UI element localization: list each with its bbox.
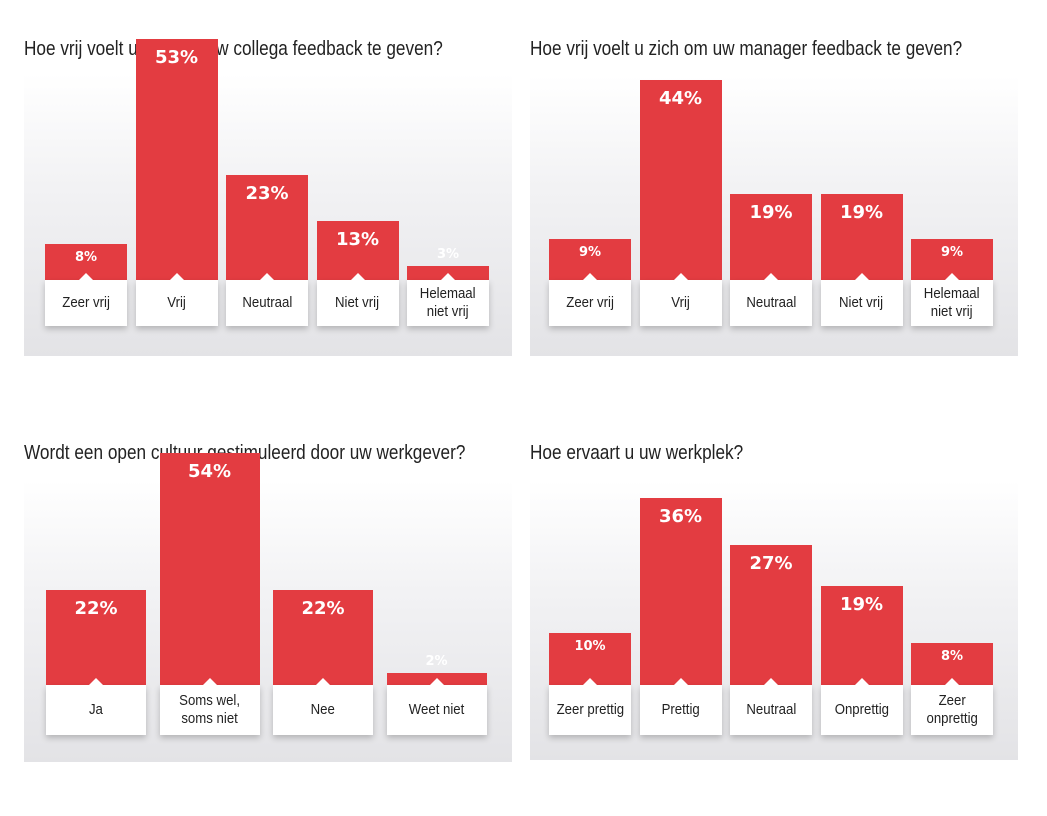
category-label: Vrij [135,280,218,326]
bar: 10% [549,633,631,685]
bar-value-label: 22% [74,598,118,620]
category-label-text: Zeer vrij [566,294,614,311]
label-notch [441,273,455,280]
category-label: Nee [273,685,373,735]
chart-title: Hoe vrij voelt u zich om uw manager feed… [530,38,963,60]
category-label-text: Ja [89,701,103,718]
category-label-text: Weet niet [408,701,465,718]
label-notch [79,273,93,280]
label-notch [350,273,365,280]
bar: 27% [730,544,812,685]
bar-value-label: 19% [749,201,793,223]
label-notch [764,678,778,685]
bar-value-label: 9% [940,245,964,261]
category-label-text: Vrij [167,294,186,311]
label-notch [764,273,778,280]
bar-value-label: 8% [74,249,98,265]
category-label-text: Helemaal niet vrij [420,285,476,320]
category-label-text: Neutraal [746,294,796,311]
category-label: Zeer prettig [549,685,631,735]
category-label: Vrij [639,280,722,326]
bar-value-label: 10% [574,639,606,654]
category-label: Neutraal [226,280,308,326]
bar-value-label: 19% [839,201,884,223]
bar-value-label: 36% [658,505,703,527]
category-label-text: Zeer onprettig [926,692,978,727]
label-notch [89,678,103,685]
bar-value-label: 27% [749,552,793,574]
bar: 23% [226,175,308,280]
category-label: Onprettig [820,685,903,735]
label-notch [673,678,688,685]
category-label-text: Neutraal [242,294,292,311]
bar: 22% [46,590,146,685]
chart-title: Hoe vrij voelt u zich om uw collega feed… [24,38,443,60]
bar-value-label: 9% [578,245,602,261]
category-label: Prettig [639,685,722,735]
category-label: Ja [46,685,146,735]
category-label: Niet vrij [820,280,903,326]
label-notch [429,678,444,685]
bar: 54% [159,452,260,685]
bar-value-label: 3% [436,247,460,263]
bar-value-label: 22% [301,598,345,620]
category-label-text: Vrij [671,294,690,311]
bar-value-label: 44% [658,87,703,109]
category-label: Soms wel, soms niet [159,685,260,735]
category-label: Neutraal [730,280,812,326]
category-label: Zeer vrij [549,280,631,326]
category-label: Neutraal [730,685,812,735]
category-label-text: Helemaal niet vrij [924,285,980,320]
bar: 19% [730,193,812,280]
category-label-text: Niet vrij [839,294,884,311]
label-notch [673,273,688,280]
bar: 13% [316,220,399,280]
bar-value-label: 19% [839,594,884,616]
label-notch [854,273,869,280]
bar-value-label: 2% [425,654,448,669]
category-label: Helemaal niet vrij [911,280,993,326]
category-label-text: Zeer prettig [556,701,624,718]
bar: 44% [639,79,722,280]
bar-value-label: 13% [335,228,380,250]
bar: 22% [273,590,373,685]
category-label-text: Soms wel, soms niet [179,692,240,727]
category-label-text: Neutraal [746,701,796,718]
category-label-text: Prettig [661,701,700,718]
bar-value-label: 54% [187,460,232,482]
bar-value-label: 23% [245,183,289,205]
category-label-text: Niet vrij [335,294,380,311]
label-notch [202,678,217,685]
category-label-text: Nee [310,701,336,718]
category-label: Weet niet [386,685,487,735]
label-notch [583,273,597,280]
category-label-text: Onprettig [834,701,889,718]
label-notch [945,273,959,280]
bar-value-label: 53% [154,46,199,68]
label-notch [945,678,959,685]
bar-value-label: 8% [940,649,964,665]
category-label-text: Zeer vrij [62,294,110,311]
category-label: Helemaal niet vrij [407,280,489,326]
chart-title: Hoe ervaart u uw werkplek? [530,442,744,464]
label-notch [169,273,184,280]
chart-panel: Hoe vrij voelt u zich om uw collega feed… [24,38,512,378]
chart-panel: Hoe vrij voelt u zich om uw manager feed… [530,38,1018,378]
label-notch [316,678,330,685]
label-notch [854,678,869,685]
label-notch [260,273,274,280]
bar: 53% [135,38,218,280]
category-label: Zeer onprettig [911,685,993,735]
bar: 36% [639,497,722,685]
chart-panel: Hoe ervaart u uw werkplek? 10% Zeer pretti… [530,442,1018,782]
category-label: Zeer vrij [45,280,127,326]
label-notch [583,678,597,685]
chart-panel: Wordt een open cultuur gestimuleerd door… [24,442,512,782]
bar: 19% [820,193,903,280]
bar: 19% [820,586,903,685]
category-label: Niet vrij [316,280,399,326]
